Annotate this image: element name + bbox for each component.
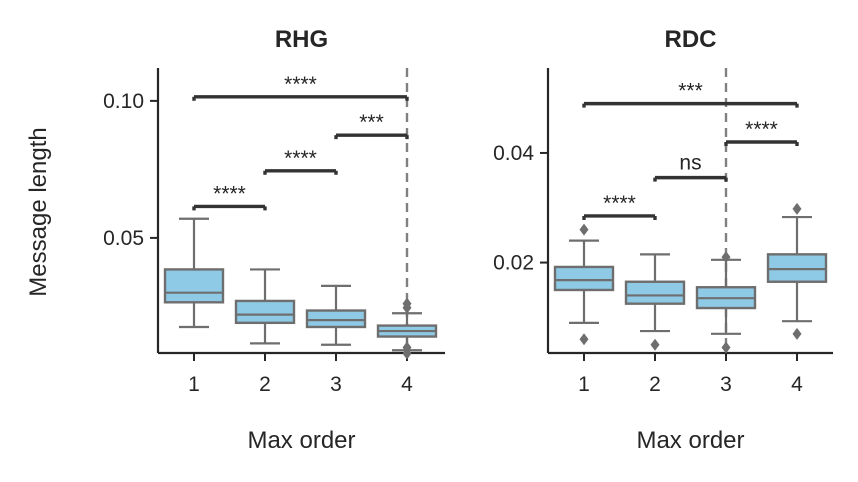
box-plot-2 bbox=[624, 253, 686, 351]
outlier-point bbox=[579, 333, 589, 346]
significance-label: **** bbox=[284, 73, 317, 96]
outlier-point bbox=[650, 338, 660, 351]
significance-bracket-1-4: *** bbox=[582, 80, 799, 108]
box bbox=[553, 265, 615, 292]
significance-bracket-2-3: ns bbox=[653, 152, 728, 182]
y-tick-label: 0.10 bbox=[103, 90, 144, 113]
significance-label: **** bbox=[213, 182, 246, 205]
outlier-point bbox=[579, 223, 589, 236]
significance-bracket-1-4: **** bbox=[192, 73, 409, 101]
chart-title-rhg: RHG bbox=[275, 26, 328, 53]
box-plot-2 bbox=[234, 268, 296, 345]
box bbox=[305, 309, 367, 329]
outlier-point bbox=[792, 327, 802, 340]
x-tick-label: 1 bbox=[578, 373, 590, 396]
outlier-point bbox=[792, 202, 802, 215]
box-plot-1 bbox=[553, 223, 615, 346]
significance-label: ns bbox=[679, 152, 701, 175]
y-tick-label: 0.05 bbox=[103, 227, 144, 250]
x-tick-label: 2 bbox=[259, 373, 271, 396]
box bbox=[163, 268, 225, 304]
x-tick-label: 3 bbox=[720, 373, 732, 396]
x-axis-label: Max order bbox=[247, 427, 355, 454]
box-plot-4 bbox=[766, 202, 828, 340]
box-plot-3 bbox=[305, 284, 367, 346]
significance-label: **** bbox=[603, 192, 636, 215]
x-tick-label: 1 bbox=[188, 373, 200, 396]
outlier-point bbox=[402, 341, 412, 354]
outlier-point bbox=[402, 347, 412, 360]
significance-bracket-1-2: **** bbox=[192, 182, 267, 211]
x-tick-label: 4 bbox=[401, 373, 413, 396]
outlier-point bbox=[721, 251, 731, 264]
y-axis-label: Message length bbox=[25, 127, 52, 296]
outlier-point bbox=[402, 297, 412, 310]
box bbox=[624, 280, 686, 305]
box-plot-4 bbox=[376, 297, 438, 360]
box-plot-3 bbox=[695, 251, 757, 354]
box-plot-1 bbox=[163, 217, 225, 329]
x-tick-label: 2 bbox=[649, 373, 661, 396]
significance-label: *** bbox=[678, 80, 703, 103]
x-tick-label: 3 bbox=[330, 373, 342, 396]
chart-title-rdc: RDC bbox=[665, 26, 717, 53]
significance-label: **** bbox=[284, 147, 317, 170]
significance-bracket-2-3: **** bbox=[263, 147, 338, 175]
significance-bracket-3-4: *** bbox=[334, 111, 409, 140]
outlier-point bbox=[721, 341, 731, 354]
x-tick-label: 4 bbox=[791, 373, 803, 396]
significance-label: *** bbox=[359, 111, 384, 134]
significance-bracket-3-4: **** bbox=[724, 118, 799, 146]
significance-bracket-1-2: **** bbox=[582, 192, 657, 220]
x-axis-label: Max order bbox=[636, 427, 744, 454]
y-tick-label: 0.02 bbox=[493, 252, 534, 275]
box bbox=[234, 299, 296, 325]
significance-label: **** bbox=[745, 118, 778, 141]
y-tick-label: 0.04 bbox=[493, 142, 534, 165]
